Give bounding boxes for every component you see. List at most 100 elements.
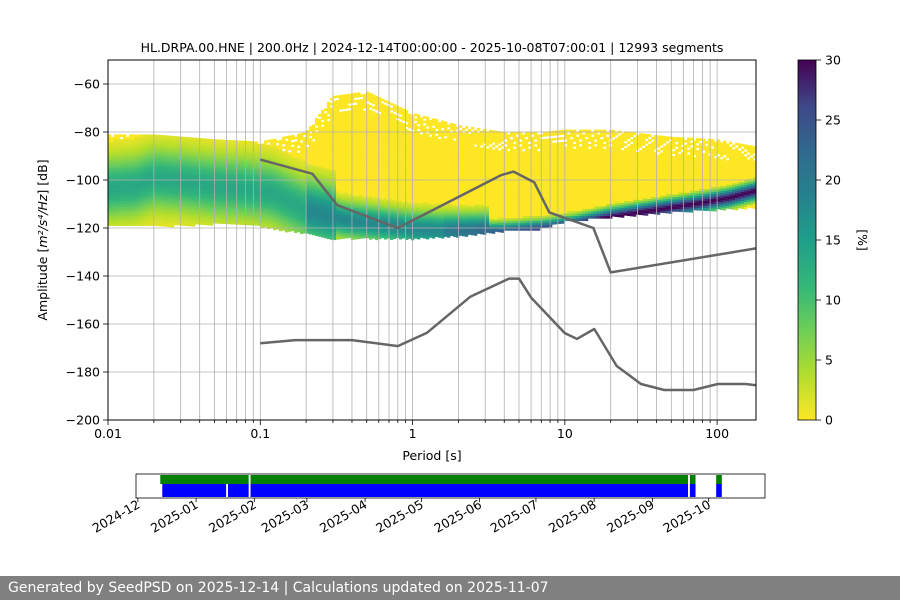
density-cell [168,142,172,146]
density-cell [399,217,403,221]
density-cell [111,148,115,152]
density-cell [162,135,166,138]
density-cell [375,213,379,217]
density-cell [234,169,238,172]
density-cell [390,158,394,161]
density-cell [165,200,169,203]
density-cell [390,112,394,116]
density-cell [192,183,196,186]
density-cell [375,179,379,183]
density-cell [378,140,382,144]
density-cell [369,167,373,171]
density-cell [414,223,418,227]
density-cell [288,176,292,179]
density-cell [150,151,154,154]
density-cell [408,161,412,165]
density-cell [132,189,136,193]
density-cell [447,177,451,181]
density-cell [426,159,430,163]
density-cell [393,212,397,215]
density-cell [135,189,139,193]
density-cell [438,235,442,238]
density-cell [123,153,127,157]
density-cell [372,142,376,146]
density-cell [210,141,214,145]
density-cell [243,215,247,218]
density-cell [441,168,445,172]
density-cell [438,196,442,200]
density-cell [333,158,337,161]
density-cell [315,166,319,169]
density-cell [156,151,160,155]
density-cell [318,193,322,196]
density-cell [156,223,160,227]
density-cell [342,219,346,222]
density-cell [363,204,367,208]
density-cell [234,214,238,218]
density-cell [222,170,226,174]
density-cell [237,171,241,175]
density-cell [339,106,343,110]
density-cell [312,225,316,228]
density-cell [243,171,247,175]
density-cell [177,191,181,195]
density-cell [402,206,406,210]
density-cell [357,200,361,204]
density-cell [294,225,298,229]
density-cell [414,219,418,222]
density-cell [180,191,184,195]
density-cell [159,144,163,148]
density-cell [366,98,370,102]
density-cell [249,165,253,168]
density-cell [441,139,445,143]
density-cell [384,131,388,134]
density-cell [150,184,154,188]
density-cell [276,183,280,187]
density-cell [303,230,307,234]
density-cell [216,206,220,210]
density-cell [435,135,439,139]
density-cell [135,180,139,183]
density-cell [279,204,283,208]
density-cell [381,165,385,169]
density-cell [297,219,301,223]
density-cell [120,223,124,226]
density-cell [393,166,397,170]
density-cell [267,144,271,148]
density-cell [348,112,352,116]
density-cell [327,116,331,120]
density-cell [117,163,121,166]
density-cell [381,233,385,236]
density-cell [423,207,427,210]
density-cell [402,108,406,112]
density-cell [342,118,346,122]
density-cell [288,219,292,223]
density-cell [393,159,397,163]
density-cell [423,151,427,155]
density-cell [429,213,433,217]
density-cell [219,199,223,203]
density-cell [162,175,166,179]
density-cell [171,145,175,149]
density-cell [351,126,355,130]
density-cell [249,198,253,202]
chart-title: HL.DRPA.00.HNE | 200.0Hz | 2024-12-14T00… [141,40,724,55]
density-cell [357,99,361,103]
density-cell [162,163,166,167]
density-cell [315,151,319,155]
density-cell [432,199,436,203]
density-cell [288,142,292,146]
density-cell [123,223,127,226]
density-cell [381,168,385,171]
density-cell [231,195,235,199]
density-cell [228,197,232,201]
density-cell [267,202,271,205]
density-cell [423,147,427,150]
density-cell [171,176,175,180]
density-cell [324,156,328,160]
density-cell [327,164,331,168]
density-cell [210,196,214,200]
density-cell [324,223,328,227]
density-cell [117,153,121,157]
density-cell [384,148,388,151]
